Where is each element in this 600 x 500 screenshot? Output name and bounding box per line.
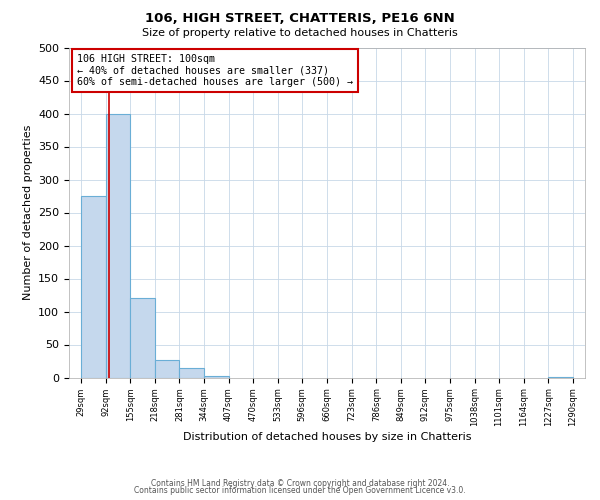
X-axis label: Distribution of detached houses by size in Chatteris: Distribution of detached houses by size … xyxy=(183,432,471,442)
Text: 106, HIGH STREET, CHATTERIS, PE16 6NN: 106, HIGH STREET, CHATTERIS, PE16 6NN xyxy=(145,12,455,26)
Bar xyxy=(81,196,106,378)
Bar xyxy=(179,368,204,378)
Text: Contains HM Land Registry data © Crown copyright and database right 2024.: Contains HM Land Registry data © Crown c… xyxy=(151,478,449,488)
Bar xyxy=(106,114,130,378)
Bar xyxy=(130,298,155,378)
Text: Contains public sector information licensed under the Open Government Licence v3: Contains public sector information licen… xyxy=(134,486,466,495)
Bar xyxy=(155,360,179,378)
Bar xyxy=(548,377,573,378)
Y-axis label: Number of detached properties: Number of detached properties xyxy=(23,125,32,300)
Text: Size of property relative to detached houses in Chatteris: Size of property relative to detached ho… xyxy=(142,28,458,38)
Text: 106 HIGH STREET: 100sqm
← 40% of detached houses are smaller (337)
60% of semi-d: 106 HIGH STREET: 100sqm ← 40% of detache… xyxy=(77,54,353,88)
Bar xyxy=(204,376,229,378)
